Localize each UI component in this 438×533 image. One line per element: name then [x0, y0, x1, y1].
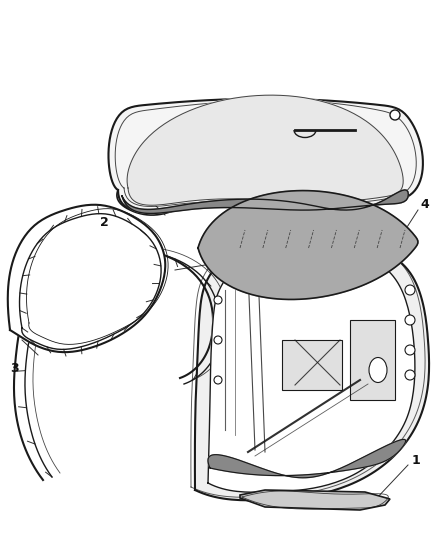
Polygon shape	[122, 190, 408, 213]
Polygon shape	[127, 95, 403, 205]
Text: 2: 2	[100, 215, 109, 229]
Circle shape	[405, 345, 415, 355]
Circle shape	[214, 376, 222, 384]
Polygon shape	[8, 205, 165, 352]
Ellipse shape	[369, 358, 387, 383]
Circle shape	[405, 315, 415, 325]
Circle shape	[214, 296, 222, 304]
Circle shape	[214, 336, 222, 344]
Text: 4: 4	[420, 198, 429, 212]
Bar	[350, 320, 395, 400]
Polygon shape	[195, 241, 429, 500]
Circle shape	[405, 285, 415, 295]
Polygon shape	[208, 254, 415, 492]
Polygon shape	[198, 191, 418, 300]
Polygon shape	[109, 99, 423, 211]
Bar	[282, 340, 342, 390]
Circle shape	[390, 110, 400, 120]
Polygon shape	[208, 439, 406, 478]
Polygon shape	[240, 490, 390, 510]
Text: 1: 1	[412, 454, 421, 466]
Text: 5: 5	[240, 248, 249, 262]
Circle shape	[405, 370, 415, 380]
Text: 3: 3	[10, 361, 19, 375]
